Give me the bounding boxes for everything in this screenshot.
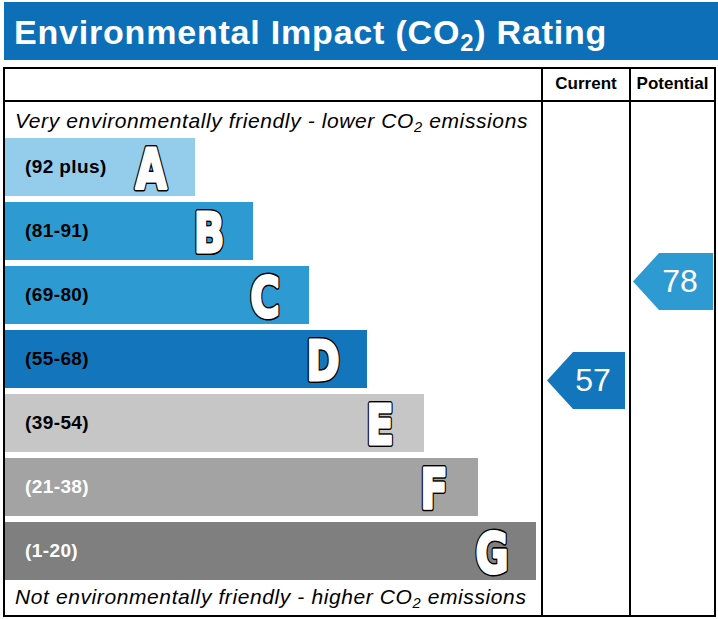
band-g: (1-20) GG (5, 522, 536, 580)
top-note: Very environmentally friendly - lower CO… (5, 102, 541, 138)
svg-text:F: F (420, 458, 448, 516)
band-range-label: (69-80) (25, 266, 89, 324)
chart-body-row: Very environmentally friendly - lower CO… (5, 102, 714, 615)
svg-text:C: C (250, 266, 280, 324)
band-letter: FF (404, 458, 464, 516)
potential-column: 78 (629, 102, 714, 615)
band-e: (39-54) EE (5, 394, 424, 452)
current-rating-arrow: 57 (547, 352, 625, 409)
band-letter: BB (179, 202, 239, 260)
current-column: 57 (541, 102, 629, 615)
band-range-label: (81-91) (25, 202, 89, 260)
current-column-header: Current (541, 69, 629, 100)
band-range-label: (92 plus) (25, 138, 107, 196)
bands-area: Very environmentally friendly - lower CO… (5, 102, 541, 615)
svg-text:G: G (475, 522, 508, 580)
title-bar: Environmental Impact (CO2) Rating (4, 2, 718, 60)
band-letter: EE (350, 394, 410, 452)
svg-text:E: E (366, 394, 394, 452)
band-d: (55-68) DD (5, 330, 367, 388)
svg-text:D: D (306, 330, 339, 388)
band-letter: CC (235, 266, 295, 324)
band-f: (21-38) FF (5, 458, 478, 516)
band-letter: DD (293, 330, 353, 388)
header-spacer (5, 69, 541, 100)
rating-chart: Current Potential Very environmentally f… (3, 67, 716, 617)
svg-text:A: A (135, 138, 166, 196)
potential-column-header: Potential (629, 69, 714, 100)
bottom-note: Not environmentally friendly - higher CO… (5, 580, 541, 614)
band-c: (69-80) CC (5, 266, 309, 324)
band-range-label: (55-68) (25, 330, 89, 388)
epc-co2-page: { "title": "Environmental Impact (CO₂) R… (0, 0, 718, 619)
band-range-label: (39-54) (25, 394, 89, 452)
band-letter: GG (462, 522, 522, 580)
band-range-label: (21-38) (25, 458, 89, 516)
potential-rating-arrow: 78 (633, 253, 713, 310)
band-b: (81-91) BB (5, 202, 253, 260)
band-a: (92 plus)AA (5, 138, 195, 196)
band-range-label: (1-20) (25, 522, 78, 580)
chart-header-row: Current Potential (5, 69, 714, 102)
band-letter: AA (121, 138, 181, 196)
svg-text:B: B (194, 202, 225, 260)
page-title: Environmental Impact (CO2) Rating (4, 2, 718, 62)
